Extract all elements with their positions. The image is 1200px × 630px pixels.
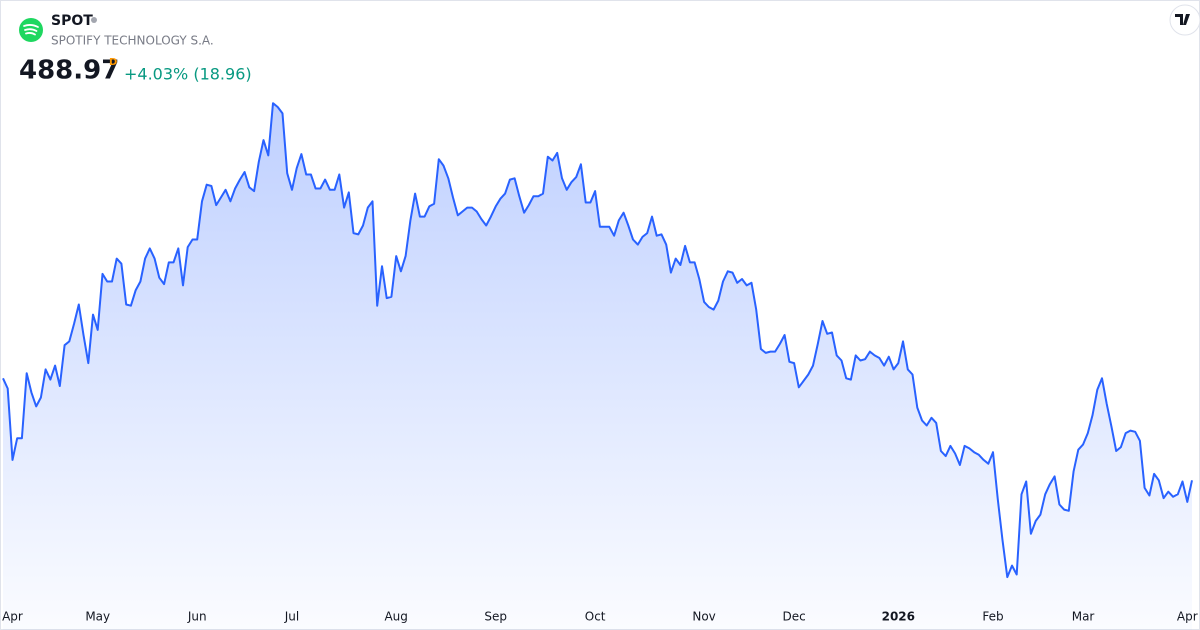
x-tick-label: Jun — [187, 610, 207, 624]
plot — [2, 102, 1193, 630]
x-tick-label: Sep — [484, 610, 507, 624]
x-tick-label: Nov — [692, 610, 715, 624]
x-tick-label: Dec — [782, 610, 805, 624]
area-fill — [3, 103, 1192, 630]
x-tick-label: 2026 — [882, 610, 915, 624]
symbol: SPOT — [51, 13, 93, 29]
x-tick-label: Aug — [384, 610, 407, 624]
x-tick-label: Mar — [1072, 610, 1095, 624]
brand-button[interactable] — [1169, 4, 1200, 36]
company-name: SPOTIFY TECHNOLOGY S.A. — [51, 34, 214, 48]
price: 488.97 — [19, 56, 119, 86]
price-change: +4.03% (18.96) — [124, 65, 252, 84]
x-tick-label: Oct — [585, 610, 606, 624]
logo-mark — [23, 24, 39, 36]
x-tick-label: Apr — [2, 610, 23, 624]
price-suffix: D — [109, 57, 117, 68]
status-dot — [91, 17, 97, 23]
x-tick-label: Feb — [982, 610, 1003, 624]
x-tick-label: Jul — [284, 610, 299, 624]
x-tick-label: Apr — [1177, 610, 1198, 624]
x-tick-label: May — [85, 610, 110, 624]
price-line — [2, 102, 1193, 579]
